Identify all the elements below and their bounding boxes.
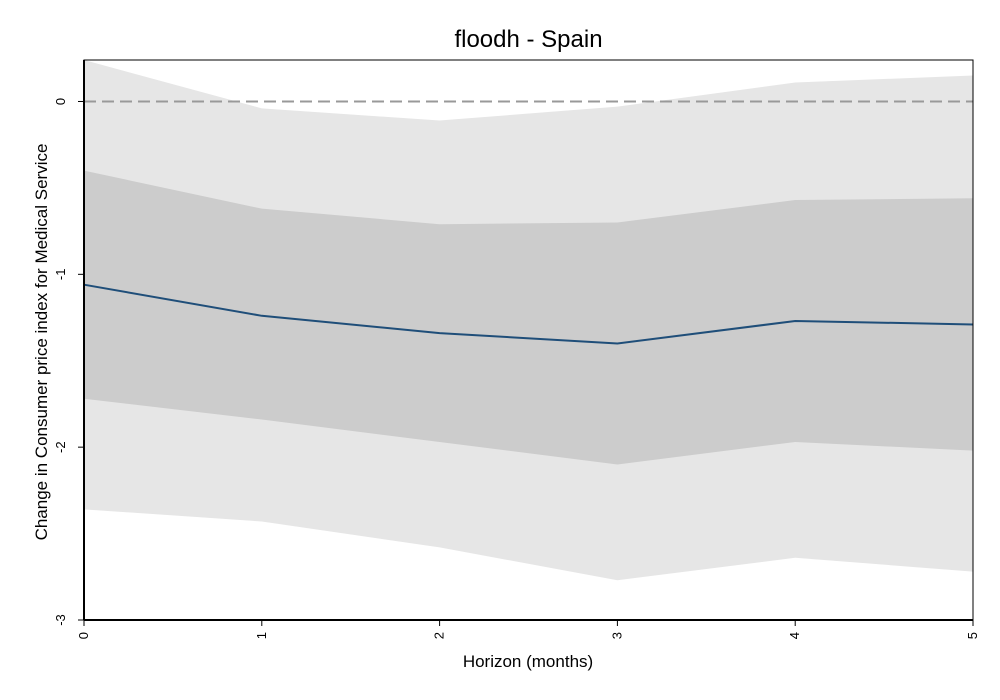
y-tick-label: 0	[53, 98, 68, 105]
plot-frame	[83, 59, 974, 621]
y-tick-label: -2	[53, 441, 68, 453]
confidence-band-2	[84, 170, 973, 465]
chart-title: floodh - Spain	[454, 26, 603, 53]
x-axis-title: Horizon (months)	[463, 652, 593, 671]
x-tick-label: 3	[609, 632, 624, 639]
x-tick-label: 0	[76, 632, 91, 639]
y-tick-label: -3	[53, 614, 68, 626]
x-tick-label: 2	[432, 632, 447, 639]
confidence-bands	[84, 60, 973, 581]
x-tick-label: 4	[787, 632, 802, 639]
y-axis-title: Change in Consumer price index for Medic…	[32, 144, 51, 541]
y-tick-label: -1	[53, 269, 68, 281]
series-line-1	[83, 283, 974, 345]
x-tick-label: 1	[254, 632, 269, 639]
x-axis-ticks: 0 1 2 3 4 5	[76, 620, 980, 639]
y-axis-ticks: 0 -1 -2 -3	[53, 98, 84, 626]
series-lines	[83, 283, 974, 345]
x-tick-label: 5	[965, 632, 980, 639]
